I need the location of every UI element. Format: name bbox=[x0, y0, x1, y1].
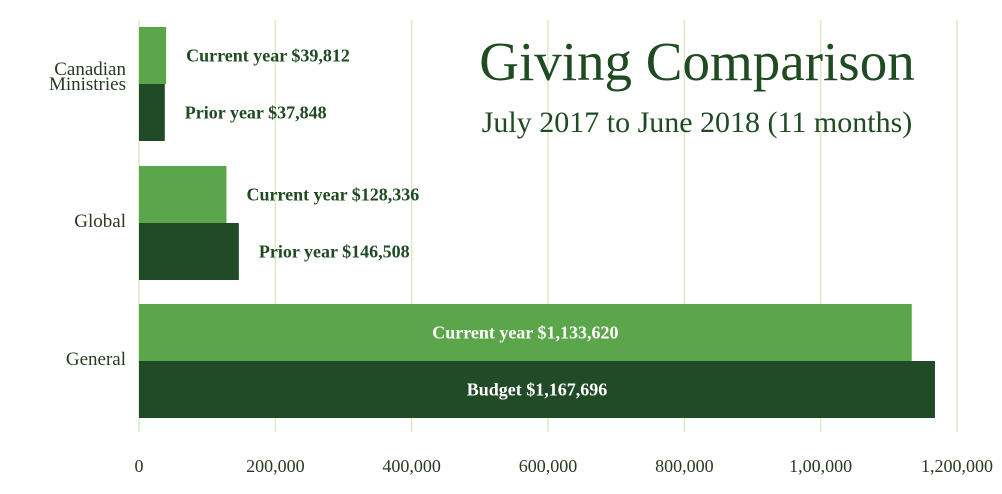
category-label: Canadian bbox=[54, 59, 126, 80]
x-tick-label: 0 bbox=[135, 456, 144, 476]
chart-subtitle: July 2017 to June 2018 (11 months) bbox=[482, 106, 913, 139]
bar-data-label: Current year $39,812 bbox=[186, 46, 350, 66]
x-tick-label: 1,00,000 bbox=[789, 456, 852, 476]
bars: Current year $39,812 Prior year $37,848 Cu… bbox=[139, 27, 935, 418]
category-label: General bbox=[66, 349, 126, 370]
bar-canadian-ministries-current bbox=[139, 27, 167, 84]
category-label: Global bbox=[74, 211, 126, 232]
bar-data-label: Prior year $37,848 bbox=[185, 103, 327, 123]
bar-general-current bbox=[139, 304, 912, 361]
x-tick-label: 400,000 bbox=[382, 456, 441, 476]
bar-global-current bbox=[139, 166, 227, 223]
bar-data-label: Current year $128,336 bbox=[246, 185, 419, 205]
x-tick-label: 600,000 bbox=[519, 456, 578, 476]
bar-data-label: Prior year $146,508 bbox=[259, 242, 410, 262]
chart-title: Giving Comparison bbox=[479, 31, 914, 92]
gridlines bbox=[138, 20, 958, 432]
category-label: Ministries bbox=[49, 74, 126, 95]
x-axis-ticks: 0 200,000 400,000 600,000 800,000 1,00,000 1,2… bbox=[135, 456, 994, 476]
x-tick-label: 200,000 bbox=[246, 456, 305, 476]
bar-data-label: Current year $1,133,620 bbox=[432, 323, 618, 343]
bar-data-label: Budget $1,167,696 bbox=[467, 380, 608, 400]
bar-general-budget bbox=[139, 361, 935, 418]
bar-canadian-ministries-prior bbox=[139, 84, 165, 141]
x-tick-label: 1,200,000 bbox=[921, 456, 993, 476]
bar-global-prior bbox=[139, 223, 239, 280]
x-tick-label: 800,000 bbox=[655, 456, 714, 476]
